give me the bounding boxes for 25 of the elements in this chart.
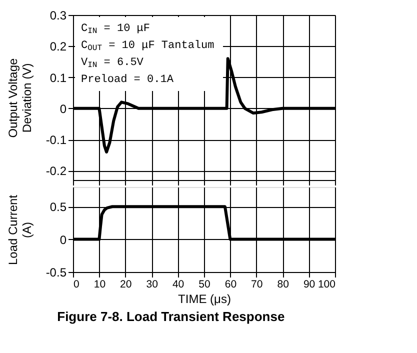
x-tick-label: 100 xyxy=(318,278,336,290)
y-tick-label: -0.1 xyxy=(46,133,67,148)
x-tick-label: 40 xyxy=(172,278,184,290)
y-tick-label: 0 xyxy=(60,232,67,247)
y-tick-label: 0 xyxy=(60,102,67,116)
y-axis-title: Output Voltage Deviation (V) xyxy=(6,58,34,138)
text: Figure 7-8. Load Transient Response xyxy=(57,309,285,324)
x-tick-label: 60 xyxy=(224,278,237,290)
y-axis-title: Load Current (A) xyxy=(6,194,34,266)
x-tick-label: 70 xyxy=(251,278,263,290)
annotation: Preload = 0.1A xyxy=(81,74,174,86)
x-axis-title: TIME (μs) xyxy=(178,292,231,306)
x-tick-label: 0 xyxy=(74,278,80,290)
y-tick-label: -0.5 xyxy=(46,266,67,280)
x-tick-label: 20 xyxy=(120,278,132,290)
x-tick-label: 80 xyxy=(277,278,290,290)
x-tick-label: 10 xyxy=(94,278,106,290)
y-tick-label: -0.2 xyxy=(46,164,67,178)
y-tick-label: 0.2 xyxy=(50,40,67,54)
x-tick-label: 50 xyxy=(198,278,210,290)
x-tick-label: 30 xyxy=(146,278,158,290)
y-tick-label: 0.1 xyxy=(50,70,67,85)
y-tick-label: 0.5 xyxy=(50,200,67,214)
y-tick-label: 0.3 xyxy=(50,8,67,22)
x-tick-label: 90 xyxy=(303,278,316,290)
